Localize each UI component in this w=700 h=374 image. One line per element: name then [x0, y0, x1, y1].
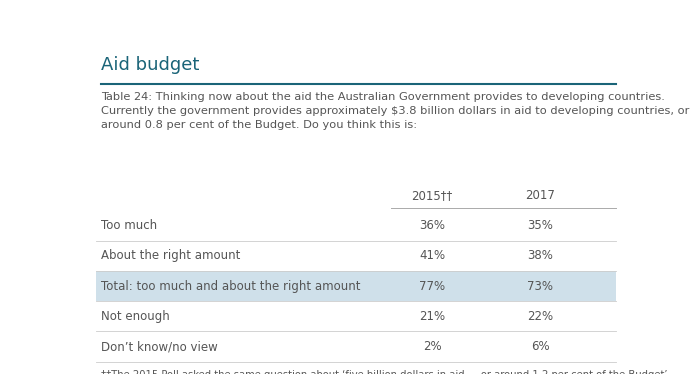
- Text: Table 24: Thinking now about the aid the Australian Government provides to devel: Table 24: Thinking now about the aid the…: [101, 92, 689, 131]
- Text: 2015††: 2015††: [412, 189, 453, 202]
- Text: Don’t know/no view: Don’t know/no view: [101, 340, 218, 353]
- Text: 6%: 6%: [531, 340, 550, 353]
- Text: 35%: 35%: [528, 219, 554, 232]
- Text: 22%: 22%: [527, 310, 554, 323]
- Text: ††The 2015 Poll asked the same question about ‘five billion dollars in aid … or : ††The 2015 Poll asked the same question …: [101, 370, 671, 374]
- Text: 73%: 73%: [528, 279, 554, 292]
- Text: 38%: 38%: [528, 249, 554, 262]
- Text: Not enough: Not enough: [101, 310, 170, 323]
- Text: 2017: 2017: [526, 189, 555, 202]
- Text: Too much: Too much: [101, 219, 158, 232]
- Text: Total: too much and about the right amount: Total: too much and about the right amou…: [101, 279, 360, 292]
- Text: 36%: 36%: [419, 219, 445, 232]
- Bar: [96, 271, 617, 301]
- Text: 2%: 2%: [423, 340, 441, 353]
- Text: About the right amount: About the right amount: [101, 249, 240, 262]
- Text: Aid budget: Aid budget: [101, 56, 200, 74]
- Text: 77%: 77%: [419, 279, 445, 292]
- Text: 41%: 41%: [419, 249, 445, 262]
- Text: 21%: 21%: [419, 310, 445, 323]
